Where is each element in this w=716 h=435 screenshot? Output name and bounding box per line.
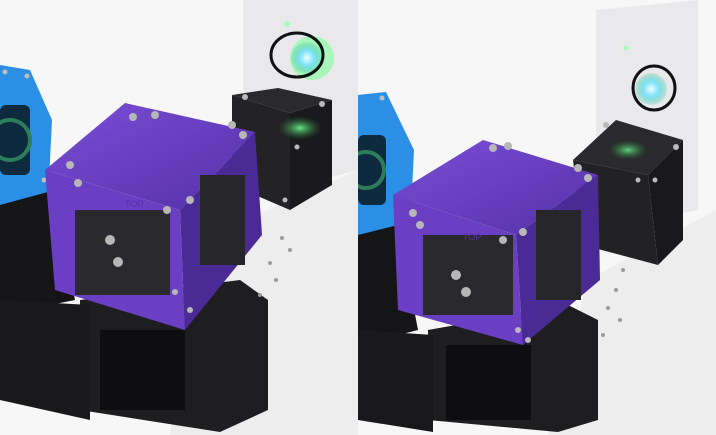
photo-left: TOP [0, 0, 358, 432]
back-cube-laser-glow [278, 116, 322, 140]
purple-cube-opening [423, 235, 513, 315]
blue-cube-lens-housing [358, 135, 386, 205]
photo-right: TOP [358, 0, 716, 435]
marker-circle [269, 31, 325, 79]
lower-cube-opening [446, 345, 531, 420]
back-cube-screws [242, 94, 325, 203]
blue-cube-lens-housing [0, 105, 30, 175]
stray-laser-dot [623, 45, 629, 51]
table-holes [258, 236, 292, 297]
lower-left-block [358, 330, 433, 432]
embossed-top-label: TOP [125, 199, 143, 209]
back-cube-laser-glow [608, 140, 648, 160]
embossed-top-label: TOP [463, 232, 481, 242]
blue-cube-lens [0, 118, 32, 162]
purple-cube-screws [409, 142, 592, 343]
lower-left-block [0, 300, 90, 420]
beam-spot [635, 73, 667, 105]
back-cube-screws [603, 122, 679, 183]
purple-cube-side-opening [200, 175, 245, 265]
marker-circle [631, 64, 677, 112]
purple-cube-opening [75, 210, 170, 295]
blue-cube-lens [358, 150, 386, 190]
beam-spot [291, 42, 323, 74]
scene-right: TOP [358, 0, 716, 435]
purple-cube-screws [66, 111, 247, 313]
table-holes [601, 268, 625, 337]
purple-cube-side-opening [536, 210, 581, 300]
scene-left: TOP [0, 0, 358, 432]
back-cube-side [648, 140, 683, 265]
lower-cube-opening [100, 330, 185, 410]
back-cube-top [232, 88, 332, 113]
stray-laser-dot [284, 21, 290, 27]
